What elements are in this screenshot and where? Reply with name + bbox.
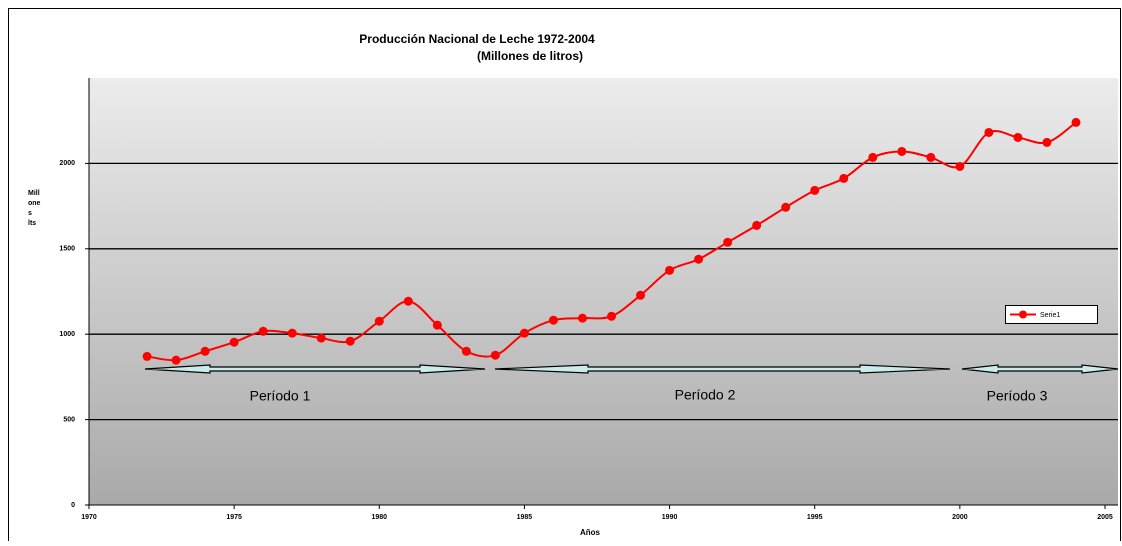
annotation: Período 1: [250, 388, 311, 404]
arrow: [494, 364, 951, 374]
y-axis-label: Mill one s lts: [28, 190, 41, 227]
point: [490, 350, 500, 360]
x-tick-label: 2005: [1097, 514, 1113, 521]
x-axis-label: Años: [580, 528, 601, 537]
point: [519, 328, 529, 338]
y-axis-label-line: lts: [28, 220, 36, 227]
point: [577, 313, 587, 323]
point: [955, 161, 965, 171]
point: [868, 152, 878, 162]
point: [1042, 137, 1052, 147]
point: [403, 296, 413, 306]
point: [897, 146, 907, 156]
point: [984, 127, 994, 137]
y-tick-label: 1000: [59, 331, 75, 338]
point: [694, 254, 704, 264]
point: [665, 265, 675, 275]
legend: Serie1: [1005, 305, 1098, 324]
plot-area: [89, 78, 1118, 505]
point: [316, 333, 326, 343]
x-tick-label: 1995: [807, 514, 823, 521]
point: [752, 220, 762, 230]
point: [636, 290, 646, 300]
y-axis-label-line: s: [28, 210, 32, 217]
x-tick-label: 1975: [226, 514, 242, 521]
x-tick-label: 1990: [662, 514, 678, 521]
point: [781, 202, 791, 212]
x-tick-label: 1985: [517, 514, 533, 521]
point: [1071, 117, 1081, 127]
point: [607, 311, 617, 321]
point: [287, 328, 297, 338]
point: [461, 346, 471, 356]
period-arrows: [144, 364, 1119, 374]
x-tick-label: 2000: [952, 514, 968, 521]
point: [723, 237, 733, 247]
y-tick-label: 500: [63, 416, 75, 423]
annotation: Período 2: [675, 387, 736, 403]
legend-marker: [1019, 310, 1027, 319]
annotation: Período 3: [987, 388, 1048, 404]
chart-subtitle: (Millones de litros): [477, 49, 583, 63]
legend-box: [1005, 305, 1098, 324]
x-tick-label: 1980: [371, 514, 387, 521]
point: [810, 185, 820, 195]
point: [345, 336, 355, 346]
y-tick-label: 0: [71, 502, 75, 509]
y-axis-label-line: one: [28, 200, 41, 207]
point: [1013, 132, 1023, 142]
point: [432, 320, 442, 330]
point: [374, 316, 384, 326]
chart-title: Producción Nacional de Leche 1972-2004: [359, 32, 595, 46]
point: [258, 326, 268, 336]
point: [142, 351, 152, 361]
arrow: [144, 364, 486, 374]
point: [229, 337, 239, 347]
legend-label: Serie1: [1040, 312, 1060, 319]
point: [200, 346, 210, 356]
x-tick-label: 1970: [81, 514, 97, 521]
arrow: [961, 364, 1119, 374]
y-tick-label: 1500: [59, 246, 75, 253]
point: [171, 355, 181, 365]
y-axis-label-line: Mill: [28, 190, 40, 197]
point: [548, 315, 558, 325]
point: [926, 152, 936, 162]
y-tick-label: 2000: [59, 160, 75, 167]
point: [839, 173, 849, 183]
